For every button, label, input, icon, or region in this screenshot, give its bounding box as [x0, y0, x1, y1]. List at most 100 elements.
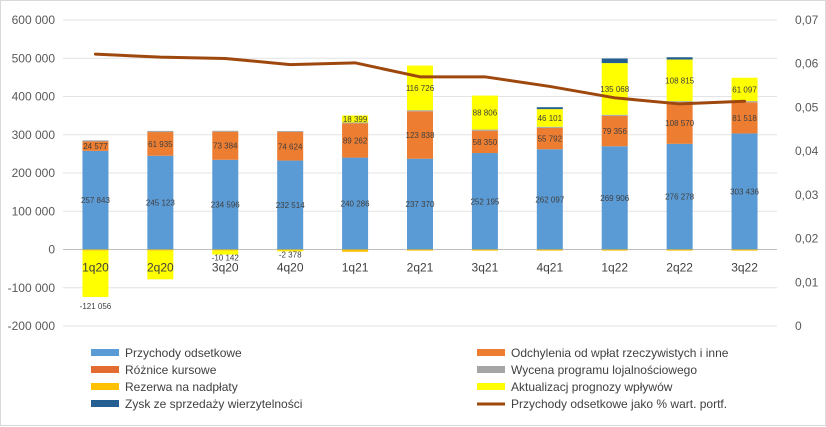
left-axis-tick-label: 400 000	[12, 90, 56, 104]
left-axis-ticks: -200 000 -100 000 0 100 000 200 000 300 000 40…	[8, 13, 56, 333]
legend: Przychody odsetkowe Odchylenia od wpłat r…	[91, 346, 729, 411]
bars	[82, 57, 758, 297]
category-label: 2q21	[407, 261, 434, 275]
bar-segment	[471, 249, 498, 251]
right-axis-tick-label: 0,05	[795, 100, 819, 114]
left-axis-tick-label: 200 000	[12, 166, 56, 180]
bar-segment	[212, 249, 239, 251]
bar-segment	[212, 159, 239, 250]
legend-label: Odchylenia od wpłat rzeczywistych i inne	[511, 346, 729, 360]
legend-label: Wycena programu lojalnościowego	[511, 363, 697, 377]
bar-segment	[731, 102, 758, 134]
bar-segment	[147, 130, 174, 133]
data-label: 89 262	[343, 137, 368, 146]
data-label: -2 378	[279, 250, 302, 259]
bar-segment	[666, 59, 693, 102]
data-label: 74 624	[278, 142, 303, 151]
data-label: -121 056	[80, 302, 112, 311]
bar-segment	[147, 250, 174, 280]
data-label: 58 350	[473, 138, 498, 147]
left-axis-tick-label: 0	[48, 243, 55, 257]
left-axis-tick-label: -200 000	[8, 319, 56, 333]
legend-swatch	[91, 400, 119, 407]
data-label: 240 286	[341, 200, 370, 209]
bar-segment	[536, 109, 563, 127]
bar-segment	[666, 57, 693, 60]
data-label: 123 838	[406, 131, 435, 140]
right-axis-tick-label: 0,07	[795, 13, 819, 27]
left-axis-tick-label: -100 000	[8, 281, 56, 295]
bar-segment	[731, 249, 758, 251]
data-label: -10 142	[212, 254, 240, 263]
bar-segment	[147, 155, 174, 250]
category-label: 3q21	[472, 261, 499, 275]
data-label: 116 726	[406, 84, 435, 93]
data-label: 108 570	[665, 119, 694, 128]
data-label: 245 123	[146, 199, 175, 208]
left-axis-tick-label: 100 000	[12, 204, 56, 218]
data-label: 257 843	[81, 196, 110, 205]
bar-segment	[212, 131, 239, 160]
data-label: 252 195	[470, 197, 499, 206]
data-label: 61 935	[148, 140, 173, 149]
category-label: 2q22	[666, 261, 693, 275]
bar-segment	[277, 160, 304, 250]
data-label: 276 278	[665, 193, 694, 202]
data-labels: 257 843 245 123 234 596 232 514 240 286 237 3…	[80, 76, 760, 311]
category-labels: 1q20 2q20 3q20 4q20 1q21 2q21 3q21 4q21 1q22 2q22…	[82, 261, 758, 275]
bar-segment	[342, 122, 369, 124]
left-axis-tick-label: 600 000	[12, 13, 56, 27]
right-axis-tick-label: 0,06	[795, 57, 819, 71]
bar-segment	[82, 250, 109, 297]
bar-segment	[277, 250, 304, 252]
right-axis-tick-label: 0,01	[795, 275, 819, 289]
bar-segment	[82, 141, 109, 151]
left-axis-tick-label: 300 000	[12, 128, 56, 142]
bar-segment	[666, 102, 693, 144]
legend-label: Aktualizacj prognozy wpływów	[511, 380, 673, 394]
data-label: 81 518	[732, 114, 757, 123]
legend-swatch	[91, 383, 119, 390]
bar-segment	[601, 146, 628, 250]
legend-swatch	[477, 366, 505, 373]
bar-segment	[536, 107, 563, 110]
bar-segment	[407, 65, 433, 111]
bar-segment	[666, 249, 693, 251]
bar-segment	[536, 149, 563, 250]
data-label: 269 906	[600, 194, 629, 203]
bar-segment	[601, 115, 628, 147]
category-label: 3q22	[731, 261, 758, 275]
bar-segment	[277, 132, 304, 161]
line-series	[93, 52, 747, 106]
data-label: 88 806	[473, 109, 498, 118]
bar-segment	[666, 143, 693, 250]
bar-segment	[342, 157, 369, 250]
bar-segment	[471, 130, 498, 154]
data-label: 135 068	[600, 85, 629, 94]
bar-segment	[536, 126, 563, 128]
bar-segment	[342, 123, 369, 158]
data-label: 232 514	[276, 201, 305, 210]
right-axis-tick-label: 0,04	[795, 144, 819, 158]
legend-label: Przychody odsetkowe	[125, 346, 242, 360]
data-label: 61 097	[732, 85, 757, 94]
bar-segment	[666, 101, 693, 103]
bar-segment	[212, 130, 239, 132]
right-axis-tick-label: 0,03	[795, 188, 819, 202]
legend-label: Przychody odsetkowe jako % wart. portf.	[511, 397, 727, 411]
legend-label: Różnice kursowe	[125, 363, 217, 377]
data-label: 46 101	[538, 114, 563, 123]
data-label: 234 596	[211, 201, 240, 210]
legend-swatch	[477, 383, 505, 390]
data-label: 303 436	[730, 187, 759, 196]
bar-segment	[731, 77, 758, 102]
bar-segment	[277, 249, 304, 251]
bar-segment	[731, 133, 758, 250]
bar-segment	[407, 110, 433, 112]
category-label: 2q20	[147, 261, 174, 275]
bar-segment	[342, 115, 369, 123]
right-axis-tick-label: 0	[795, 319, 802, 333]
bar-segment	[407, 249, 433, 251]
legend-swatch	[91, 349, 119, 356]
